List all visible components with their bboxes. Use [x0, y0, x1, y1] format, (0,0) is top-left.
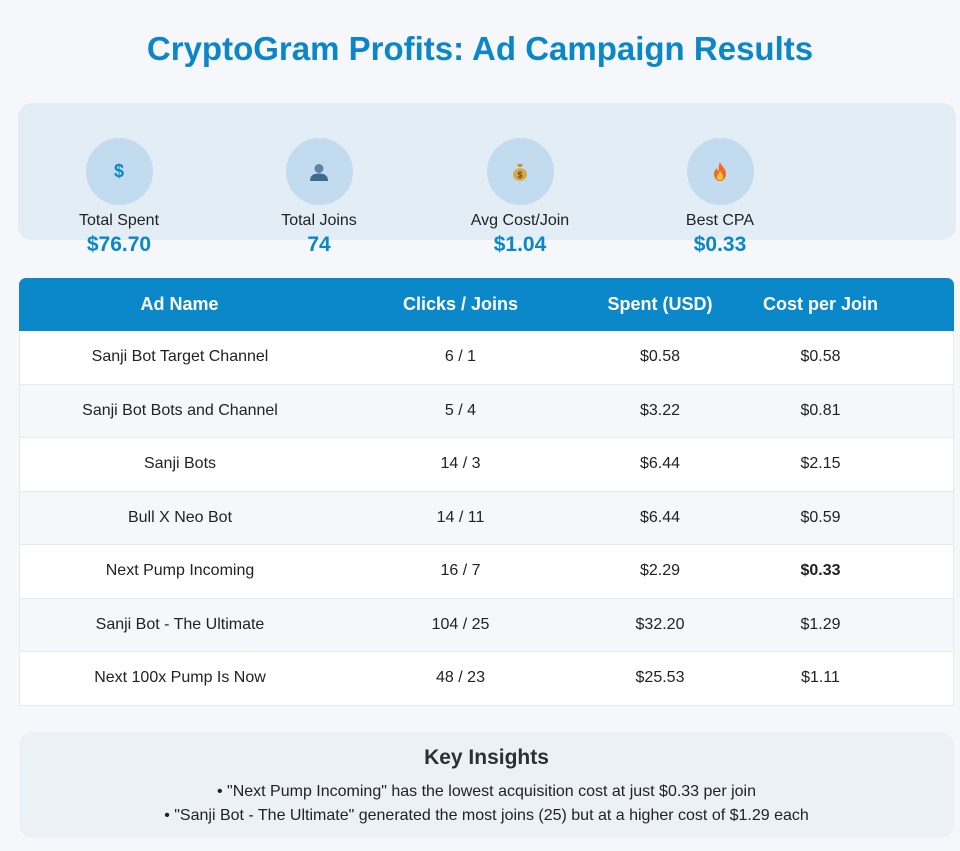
cell-clicks-joins: 6 / 1 — [340, 331, 581, 385]
table-row: Sanji Bots 14 / 3 $6.44 $2.15 — [19, 438, 954, 492]
stat-value: $1.04 — [493, 233, 547, 256]
cell-ad-name: Sanji Bot Bots and Channel — [19, 384, 340, 438]
cell-spacer — [902, 545, 954, 599]
cell-spent: $2.29 — [581, 545, 739, 599]
cell-cost-per-join: $2.15 — [739, 438, 902, 492]
cell-cost-per-join: $0.81 — [739, 385, 902, 438]
table-row: Next 100x Pump Is Now 48 / 23 $25.53 $1.… — [19, 652, 954, 706]
cell-spacer — [902, 438, 954, 492]
key-insights-panel: Key Insights • "Next Pump Incoming" has … — [19, 732, 954, 838]
cell-clicks-joins: 5 / 4 — [340, 385, 581, 438]
cell-ad-name: Sanji Bot - The Ultimate — [19, 598, 340, 652]
stat-value: $76.70 — [86, 233, 152, 256]
dollar-icon: $ — [85, 138, 153, 205]
cell-spent: $0.58 — [581, 331, 739, 385]
cell-clicks-joins: 48 / 23 — [340, 652, 581, 706]
column-header-spacer — [902, 278, 954, 331]
cell-spacer — [902, 652, 954, 706]
cell-cost-per-join: $1.11 — [739, 652, 902, 706]
cell-clicks-joins: 14 / 3 — [340, 438, 581, 492]
column-header-cost-per-join: Cost per Join — [739, 278, 902, 331]
stat-total-joins: Total Joins 74 — [219, 103, 419, 257]
table-row: Sanji Bot - The Ultimate 104 / 25 $32.20… — [19, 598, 954, 652]
insight-item: • "Next Pump Incoming" has the lowest ac… — [216, 783, 756, 800]
svg-text:$: $ — [517, 170, 522, 180]
cell-spacer — [902, 384, 954, 438]
cell-spacer — [902, 331, 954, 385]
cell-spent: $25.53 — [581, 652, 739, 706]
cell-spacer — [902, 491, 954, 545]
stat-value: $0.33 — [693, 233, 747, 256]
cell-spent: $32.20 — [581, 599, 739, 652]
user-icon — [285, 138, 353, 205]
cell-cost-per-join: $0.59 — [739, 492, 902, 545]
page-title: CryptoGram Profits: Ad Campaign Results — [146, 30, 814, 67]
cell-clicks-joins: 14 / 11 — [340, 492, 581, 545]
cell-spent: $3.22 — [581, 385, 739, 438]
table-row: Sanji Bot Bots and Channel 5 / 4 $3.22 $… — [19, 384, 954, 438]
table-row: Bull X Neo Bot 14 / 11 $6.44 $0.59 — [19, 491, 954, 545]
insights-list: • "Next Pump Incoming" has the lowest ac… — [19, 780, 954, 828]
insights-title: Key Insights — [424, 746, 549, 769]
cell-ad-name: Next Pump Incoming — [19, 545, 340, 599]
table-row-best-cpa: Next Pump Incoming 16 / 7 $2.29 $0.33 — [19, 545, 954, 599]
stat-label: Best CPA — [685, 212, 755, 229]
summary-stats-panel: $ Total Spent $76.70 Total Joins 74 $ Av… — [18, 103, 956, 256]
table-header-row: Ad Name Clicks / Joins Spent (USD) Cost … — [19, 278, 954, 331]
column-header-clicks-joins: Clicks / Joins — [340, 278, 581, 331]
insight-item: • "Sanji Bot - The Ultimate" generated t… — [164, 807, 809, 824]
money-bag-icon: $ — [486, 138, 554, 205]
stat-best-cpa: Best CPA $0.33 — [620, 103, 820, 257]
cell-spent: $6.44 — [581, 492, 739, 545]
cell-spent: $6.44 — [581, 438, 739, 492]
cell-cost-per-join-highlight: $0.33 — [739, 545, 902, 599]
stat-avg-cost-join: $ Avg Cost/Join $1.04 — [420, 103, 620, 257]
stat-total-spent: $ Total Spent $76.70 — [19, 103, 219, 257]
cell-ad-name: Next 100x Pump Is Now — [19, 652, 340, 706]
cell-cost-per-join: $0.58 — [739, 331, 902, 385]
campaign-results-table: Ad Name Clicks / Joins Spent (USD) Cost … — [19, 278, 954, 706]
column-header-ad-name: Ad Name — [19, 278, 340, 331]
cell-cost-per-join: $1.29 — [739, 599, 902, 652]
cell-clicks-joins: 104 / 25 — [340, 599, 581, 652]
fire-icon — [686, 138, 754, 205]
cell-ad-name: Sanji Bots — [19, 438, 340, 492]
stat-label: Total Spent — [78, 212, 160, 229]
stat-value: 74 — [307, 233, 331, 256]
cell-spacer — [902, 598, 954, 652]
table-row: Sanji Bot Target Channel 6 / 1 $0.58 $0.… — [19, 331, 954, 385]
cell-clicks-joins: 16 / 7 — [340, 545, 581, 599]
cell-ad-name: Bull X Neo Bot — [19, 491, 340, 545]
stat-label: Avg Cost/Join — [470, 212, 570, 229]
stat-label: Total Joins — [281, 212, 357, 229]
column-header-spent: Spent (USD) — [581, 278, 739, 331]
cell-ad-name: Sanji Bot Target Channel — [19, 331, 340, 385]
